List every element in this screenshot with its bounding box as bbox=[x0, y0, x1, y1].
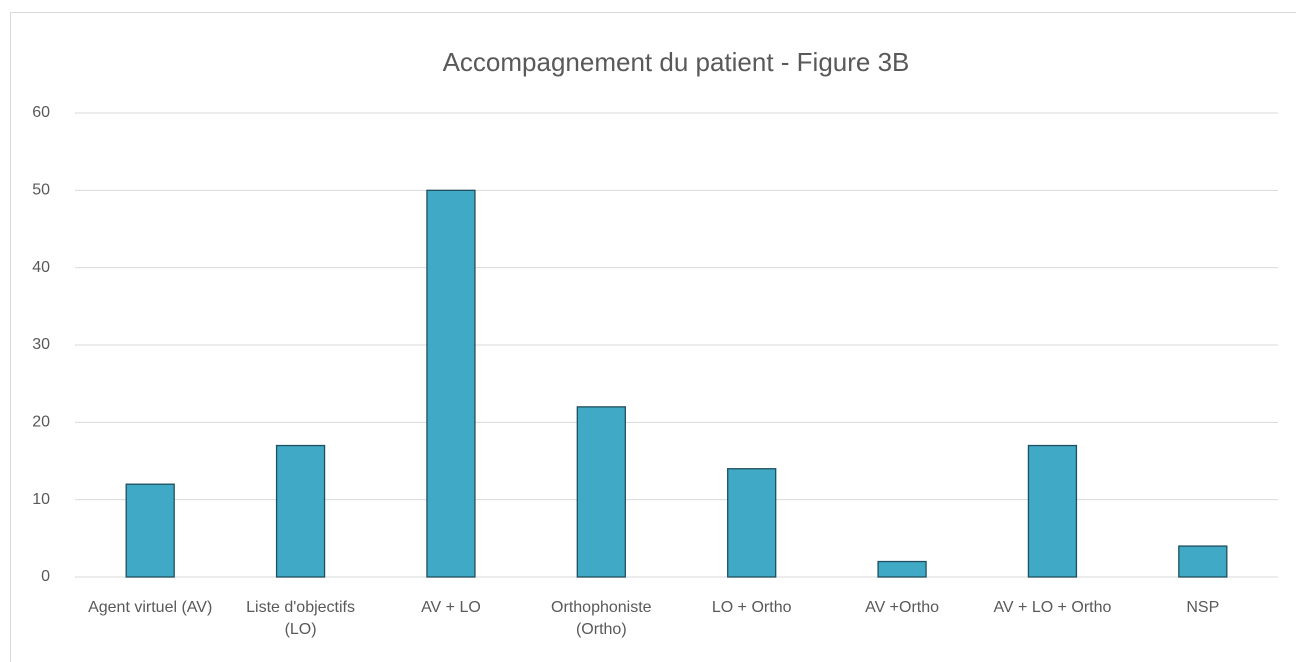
y-tick-label: 60 bbox=[32, 104, 50, 121]
x-tick-label: Agent virtuel (AV) bbox=[88, 599, 213, 616]
x-tick-label: AV +Ortho bbox=[865, 599, 940, 616]
bar bbox=[576, 406, 626, 578]
bar bbox=[426, 189, 476, 578]
bar bbox=[1178, 545, 1228, 578]
bar bbox=[275, 444, 326, 578]
chart-border bbox=[10, 12, 1296, 662]
bar bbox=[727, 468, 777, 578]
y-tick-label: 30 bbox=[32, 336, 50, 353]
x-tick-label: AV + LO bbox=[421, 599, 481, 616]
y-tick-label: 40 bbox=[32, 259, 50, 276]
bar bbox=[125, 483, 175, 578]
y-tick-label: 10 bbox=[32, 491, 50, 508]
y-tick-label: 50 bbox=[32, 182, 50, 199]
bar bbox=[1027, 444, 1078, 578]
x-tick-label: LO + Ortho bbox=[711, 599, 792, 616]
y-tick-label: 0 bbox=[41, 568, 50, 585]
bar bbox=[877, 560, 927, 578]
x-tick-label: Orthophoniste (Ortho) bbox=[551, 599, 652, 638]
chart-title: Accompagnement du patient - Figure 3B bbox=[443, 47, 910, 77]
x-tick-label: Liste d'objectifs (LO) bbox=[246, 599, 355, 638]
y-tick-label: 20 bbox=[32, 414, 50, 431]
x-tick-label: AV + LO + Ortho bbox=[993, 599, 1112, 616]
x-tick-label: NSP bbox=[1186, 599, 1220, 616]
